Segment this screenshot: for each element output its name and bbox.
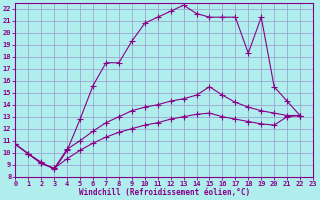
X-axis label: Windchill (Refroidissement éolien,°C): Windchill (Refroidissement éolien,°C)	[79, 188, 250, 197]
